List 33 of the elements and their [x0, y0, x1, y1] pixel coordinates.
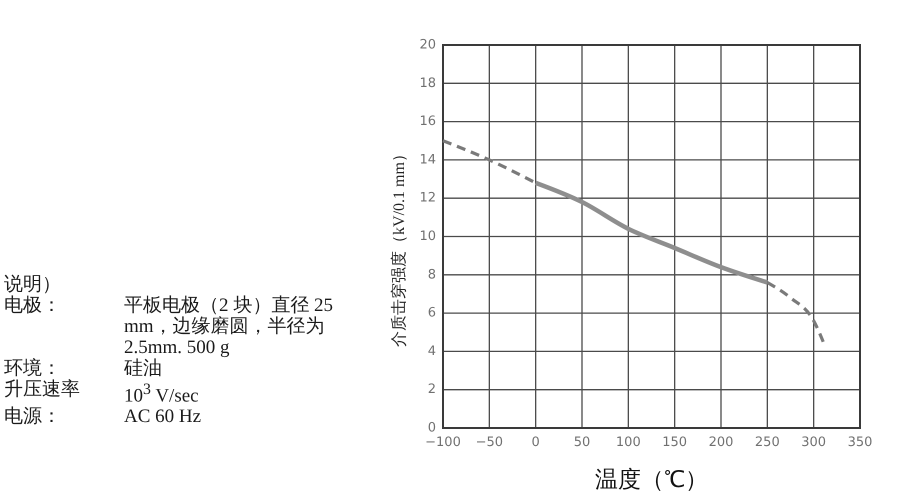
text: AC 60 Hz: [124, 406, 202, 428]
text: 电极：: [4, 295, 62, 318]
x-tick-label: −100: [425, 435, 461, 450]
x-tick-label: 350: [848, 435, 872, 450]
line-series: [533, 180, 770, 285]
y-tick-label: 20: [419, 38, 436, 52]
y-tick-label: 0: [428, 420, 436, 436]
text: 硅油: [124, 358, 163, 379]
x-tick-label: 250: [754, 435, 780, 450]
y-axis-title: 介质击穿强度（kV/0.1 mm）: [390, 146, 408, 347]
x-tick-label: 100: [616, 435, 641, 450]
x-axis-title: 温度（℃）: [595, 467, 708, 492]
y-tick-label: 6: [428, 306, 436, 321]
x-tick-label: −50: [476, 435, 504, 450]
text: 说明）: [4, 274, 62, 295]
text: 10$^{3}$ V/sec: [124, 380, 200, 406]
text: 升压速率: [4, 379, 81, 402]
y-tick-label: 12: [419, 190, 436, 206]
y-tick-label: 14: [419, 152, 436, 168]
x-tick-label: 150: [662, 435, 688, 450]
x-tick-label: 50: [574, 435, 590, 450]
y-tick-label: 16: [419, 114, 436, 130]
text: 电源：: [4, 406, 62, 428]
text: 环境：: [4, 358, 62, 379]
y-tick-label: 8: [428, 267, 436, 282]
y-tick-label: 10: [419, 229, 436, 244]
x-tick-label: 200: [708, 435, 734, 450]
x-tick-label: 300: [801, 435, 826, 450]
x-tick-label: 0: [532, 435, 540, 450]
y-tick-label: 4: [428, 344, 436, 359]
y-tick-label: 18: [419, 76, 436, 91]
y-tick-label: 2: [428, 382, 436, 398]
text: 平板电极（2 块）直径 25 mm，边缘磨圆，半径为 2.5mm. 500 g: [124, 295, 334, 358]
